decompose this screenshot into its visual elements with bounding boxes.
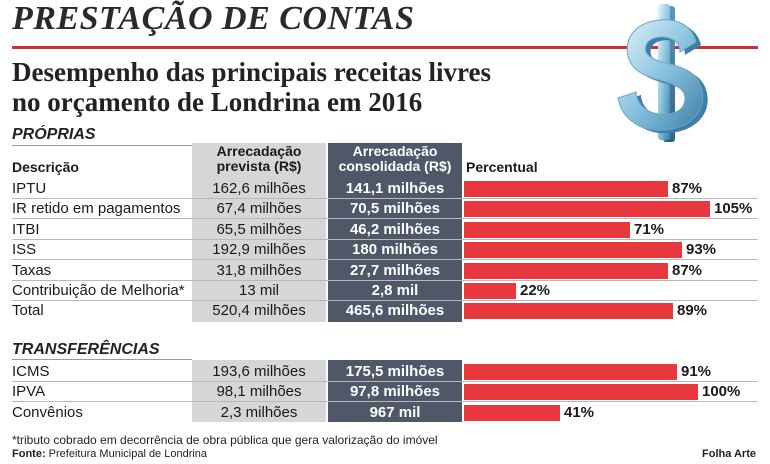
section-proprias-rule: [12, 145, 192, 146]
table-row: IPVA 98,1 milhões 97,8 milhões 100%: [12, 382, 758, 403]
row-separator: [12, 300, 758, 301]
prevista-header: Arrecadação prevista (R$): [192, 144, 326, 174]
percent-label: 71%: [634, 220, 665, 238]
row-descricao: ITBI: [12, 220, 40, 238]
row-separator: [12, 381, 758, 382]
table-row: Contribuição de Melhoria* 13 mil 2,8 mil 22…: [12, 281, 758, 301]
row-consolidada: 141,1 milhões: [345, 180, 445, 197]
table-row: ITBI 65,5 milhões 46,2 milhões 71%: [12, 220, 758, 240]
row-separator: [12, 198, 758, 199]
percent-label: 93%: [686, 241, 717, 259]
percent-label: 89%: [677, 302, 708, 320]
row-descricao: IR retido em pagamentos: [12, 200, 181, 218]
row-prevista: 2,3 milhões: [220, 403, 298, 421]
prevista-header-line-1: Arrecadação: [216, 143, 302, 159]
row-separator: [12, 259, 758, 261]
row-descricao: ICMS: [12, 363, 50, 380]
percent-label: 100%: [702, 383, 741, 401]
percent-label: 87%: [672, 261, 703, 279]
percent-bar: [464, 364, 677, 380]
row-prevista: 192,9 milhões: [212, 241, 306, 259]
descricao-header: Descrição: [12, 159, 79, 175]
consolidada-column-bg-2: [328, 360, 462, 422]
table-row: Convênios 2,3 milhões 967 mil 41%: [12, 403, 758, 423]
row-separator: [12, 218, 758, 220]
consolidada-header: Arrecadação consolidada (R$): [328, 144, 462, 174]
percent-label: 87%: [672, 180, 703, 197]
percent-bar: [464, 283, 516, 299]
row-prevista: 13 mil: [238, 282, 279, 299]
page-title: Desempenho das principais receitas livre…: [12, 57, 612, 117]
row-descricao: IPTU: [12, 180, 47, 197]
consolidada-header-line-2: consolidada (R$): [338, 158, 452, 174]
percent-bar: [464, 404, 560, 421]
row-prevista: 520,4 milhões: [212, 302, 306, 320]
row-prevista: 162,6 milhões: [212, 180, 306, 197]
percent-bar: [464, 303, 673, 320]
table-row: IPTU 162,6 milhões 141,1 milhões 87%: [12, 179, 758, 199]
row-prevista: 193,6 milhões: [212, 363, 306, 380]
percentual-header: Percentual: [466, 159, 538, 175]
table-row: IR retido em pagamentos 67,4 milhões 70,5 …: [12, 199, 758, 220]
row-separator: [12, 401, 758, 403]
row-prevista: 31,8 milhões: [216, 261, 302, 279]
consolidada-header-line-1: Arrecadação: [352, 143, 438, 159]
percent-bar: [464, 242, 682, 259]
table-row: ISS 192,9 milhões 180 milhões 93%: [12, 240, 758, 261]
section-proprias: PRÓPRIAS: [12, 126, 96, 143]
table-row: Total 520,4 milhões 465,6 milhões 89%: [12, 301, 758, 321]
row-consolidada: 46,2 milhões: [349, 220, 441, 238]
kicker: PRESTAÇÃO DE CONTAS: [12, 0, 415, 37]
title-line-2: no orçamento de Londrina em 2016: [12, 87, 423, 117]
row-consolidada: 465,6 milhões: [345, 302, 445, 320]
footnote: *tributo cobrado em decorrência de obra …: [12, 433, 438, 447]
row-descricao: IPVA: [12, 383, 46, 401]
kicker-rule: [12, 46, 758, 49]
row-prevista: 67,4 milhões: [216, 200, 302, 218]
percent-label: 41%: [564, 403, 595, 421]
row-separator: [12, 238, 758, 240]
credit: Folha Arte: [702, 448, 756, 460]
table-row: Taxas 31,8 milhões 27,7 milhões 87%: [12, 261, 758, 281]
percent-label: 91%: [681, 363, 712, 380]
dollar-sign-icon: [617, 4, 708, 142]
row-descricao: Convênios: [12, 403, 83, 421]
prevista-column-bg: [192, 143, 326, 322]
source-text: Prefeitura Municipal de Londrina: [48, 448, 208, 460]
section-transferencias-rule: [12, 359, 192, 360]
row-descricao: Total: [12, 302, 44, 320]
row-consolidada: 97,8 milhões: [349, 383, 441, 401]
prevista-column-bg-2: [192, 360, 326, 422]
title-line-1: Desempenho das principais receitas livre…: [12, 57, 491, 87]
prevista-header-line-2: prevista (R$): [216, 158, 302, 174]
row-consolidada: 2,8 mil: [371, 282, 419, 299]
row-descricao: Contribuição de Melhoria*: [12, 282, 185, 299]
row-consolidada: 175,5 milhões: [345, 363, 445, 380]
row-consolidada: 27,7 milhões: [349, 261, 441, 279]
row-prevista: 65,5 milhões: [216, 220, 302, 238]
section-transferencias: TRANSFERÊNCIAS: [12, 341, 160, 358]
percent-bar: [464, 201, 710, 218]
percent-bar: [464, 181, 668, 197]
row-consolidada: 180 milhões: [352, 241, 438, 259]
percent-label: 22%: [520, 282, 551, 299]
row-descricao: ISS: [12, 241, 37, 259]
source-label: Fonte:: [12, 448, 46, 460]
source: Fonte: Prefeitura Municipal de Londrina: [12, 448, 207, 460]
table-row: ICMS 193,6 milhões 175,5 milhões 91%: [12, 362, 758, 382]
row-consolidada: 967 mil: [369, 403, 421, 421]
row-consolidada: 70,5 milhões: [349, 200, 441, 218]
percent-bar: [464, 262, 668, 279]
row-separator: [12, 279, 758, 281]
consolidada-column-bg: [328, 143, 462, 322]
row-descricao: Taxas: [12, 261, 52, 279]
row-prevista: 98,1 milhões: [216, 383, 302, 401]
percent-bar: [464, 384, 698, 401]
percent-bar: [464, 221, 630, 238]
percent-label: 105%: [714, 200, 753, 218]
